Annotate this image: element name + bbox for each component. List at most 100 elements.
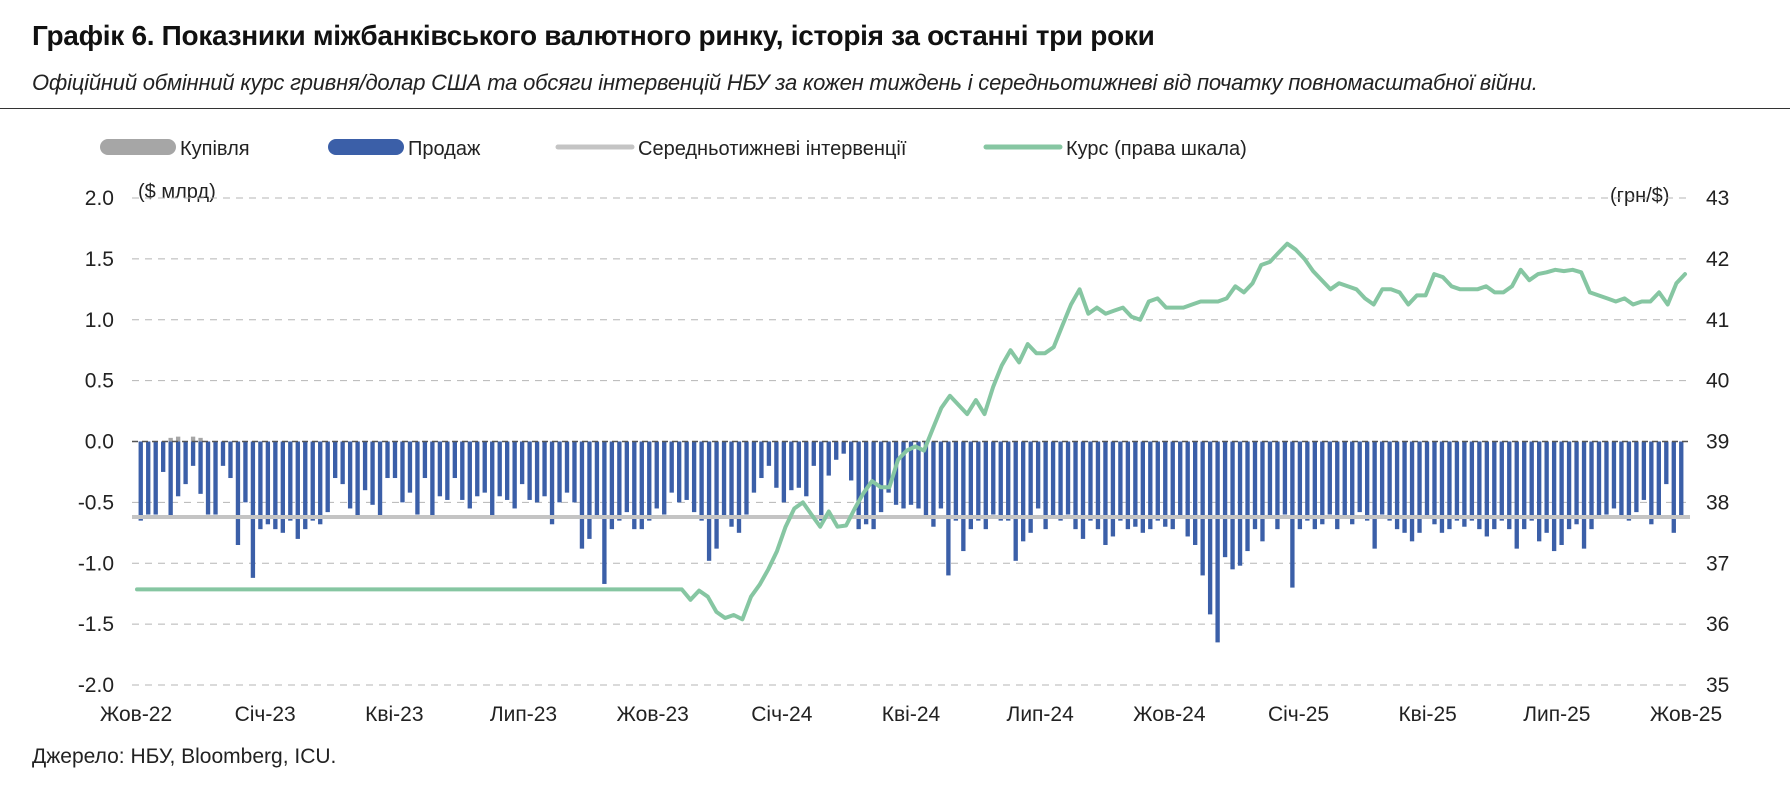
bar-sell [1327, 441, 1332, 515]
bar-sell [400, 441, 405, 503]
bar-sell [146, 441, 151, 515]
bar-sell [1581, 441, 1587, 549]
bar-sell [1574, 441, 1579, 525]
bar-sell [1118, 441, 1123, 521]
bar-buy [198, 437, 203, 442]
bar-sell [579, 441, 585, 549]
bar-sell [654, 441, 659, 509]
bar-sell [1394, 441, 1400, 530]
bar-sell [871, 441, 876, 530]
bar-sell [1178, 441, 1183, 517]
bar-sell [1447, 441, 1452, 530]
exchange-rate-line [135, 241, 1687, 622]
bar-sell [617, 441, 622, 521]
bar-sell [983, 441, 988, 530]
bar-sell [1290, 441, 1295, 588]
bar-sell [1626, 441, 1632, 521]
bar-sell [1021, 441, 1026, 542]
bar-sell [325, 441, 330, 513]
bar-sell [938, 441, 944, 509]
bar-sell [1275, 441, 1280, 530]
bar-sell [1365, 441, 1370, 521]
bar-sell [228, 441, 233, 479]
bar-sell [572, 441, 577, 503]
bar-sell [340, 441, 345, 485]
bar-sell [1035, 441, 1041, 509]
bar-sell [385, 441, 390, 479]
bar-sell [534, 441, 540, 503]
y-right-tick-label: 41 [1706, 309, 1729, 332]
bar-sell [1559, 441, 1564, 545]
legend-label-sell: Продаж [408, 138, 481, 160]
rate-line-layer [135, 241, 1687, 622]
bar-sell [893, 441, 899, 505]
bar-sell [647, 441, 652, 521]
bar-sell [594, 441, 600, 517]
y-left-tick-label: -0.5 [78, 491, 114, 514]
bar-sell [639, 441, 644, 530]
bar-sell [1544, 441, 1549, 533]
bar-sell [1200, 441, 1205, 576]
y-right-tick-label: 43 [1706, 187, 1729, 210]
legend-label-buy: Купівля [180, 138, 250, 160]
bar-sell [198, 441, 203, 494]
bar-sell [235, 441, 241, 545]
bar-sell [512, 441, 517, 509]
bar-sell [1537, 441, 1542, 542]
bar-sell [333, 441, 338, 479]
bar-sell [1245, 441, 1250, 552]
bar-sell [280, 441, 285, 533]
bar-sell [931, 441, 936, 527]
bar-buy [190, 436, 196, 442]
bar-sell [691, 441, 697, 513]
chart-svg: Купівля Продаж Середньотижневі інтервенц… [78, 138, 1730, 726]
bar-sell [1312, 441, 1317, 530]
x-tick-label: Жов-23 [616, 703, 688, 726]
legend-swatch-sell [328, 139, 404, 155]
bar-sell [841, 441, 846, 454]
bar-sell [1649, 441, 1654, 525]
bar-sell [1065, 441, 1071, 515]
bar-sell [490, 441, 495, 517]
y-left-tick-label: 0.0 [85, 431, 114, 454]
bar-sell [243, 441, 248, 503]
bar-sell [1372, 441, 1377, 549]
bar-sell [1611, 441, 1617, 509]
bar-sell [190, 441, 196, 466]
bar-sell [1320, 441, 1325, 525]
bar-sell [1193, 441, 1198, 545]
bar-buy [168, 437, 173, 442]
bar-sell [1439, 441, 1445, 533]
bar-sell [175, 441, 181, 497]
bar-sell [1140, 441, 1145, 533]
bar-sell [362, 441, 368, 491]
bar-sell [961, 441, 966, 552]
y-right-tick-label: 37 [1706, 552, 1729, 575]
bar-sell [1222, 441, 1228, 558]
bar-sell [220, 441, 226, 466]
y-right-tick-label: 40 [1706, 370, 1729, 393]
bar-sell [744, 441, 749, 515]
bar-sell [1589, 441, 1594, 530]
bar-sell [1507, 441, 1512, 530]
bar-sell [1207, 441, 1213, 615]
bar-sell [258, 441, 263, 530]
legend-swatch-buy [100, 139, 176, 155]
legend-label-rate: Курс (права шкала) [1066, 138, 1247, 160]
right-axis-ticks: 43 42 41 40 39 38 37 36 35 [1706, 187, 1729, 697]
bar-sell [1297, 441, 1303, 530]
bar-sell [1566, 441, 1572, 530]
bar-sell [669, 441, 674, 493]
y-left-tick-label: -1.5 [78, 613, 114, 636]
bar-sell [684, 441, 689, 500]
bar-sell [1215, 441, 1220, 643]
bar-sell [1671, 441, 1676, 533]
bar-sell [774, 441, 779, 488]
bar-sell [766, 441, 772, 466]
bar-sell [205, 441, 211, 515]
bar-sell [1619, 441, 1624, 517]
bar-sell [1499, 441, 1504, 521]
bar-sell [1110, 441, 1116, 537]
bar-sell [430, 441, 435, 517]
bar-sell [587, 441, 592, 539]
